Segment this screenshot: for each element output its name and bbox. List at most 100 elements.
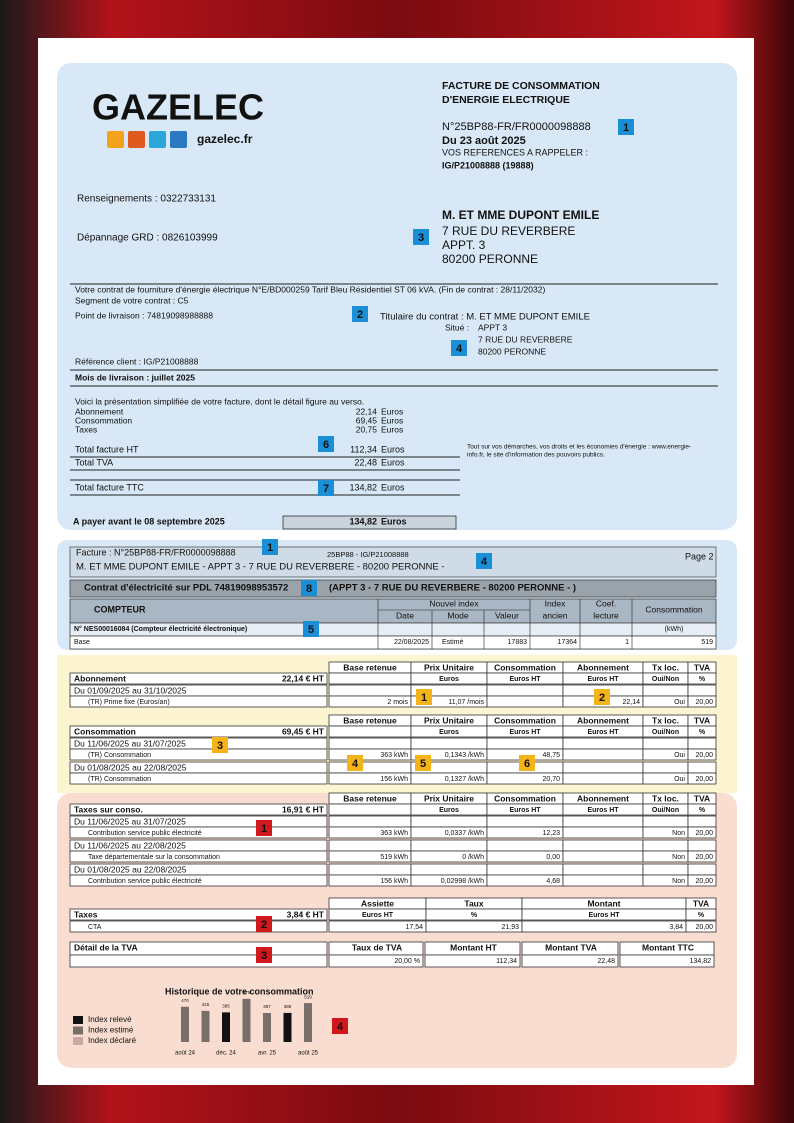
text: (kWh)	[665, 626, 684, 633]
column-header: Prix Unitaire	[424, 793, 474, 803]
badge-number: 8	[306, 583, 312, 595]
bar-label: 388	[284, 1004, 292, 1009]
column-header: Base retenue	[343, 715, 397, 725]
text: (TR) Prime fixe (Euros/an)	[88, 699, 170, 706]
text: 519	[701, 639, 713, 646]
text: Abonnement	[74, 673, 126, 683]
text: 112,34	[496, 958, 517, 965]
cell	[521, 954, 619, 968]
cell	[69, 725, 328, 738]
unit: Euros	[439, 676, 459, 683]
cell	[642, 839, 689, 852]
text: 7 RUE DU REVERBERE	[442, 224, 575, 238]
text: Du 01/08/2025 au 22/08/2025	[74, 762, 187, 772]
text: Dépannage GRD : 0826103999	[77, 233, 218, 244]
text: Contrat d'électricité sur PDL 7481909895…	[84, 583, 288, 594]
text: 21,93	[501, 924, 519, 931]
text: 20,00	[695, 699, 713, 706]
text: Page 2	[685, 551, 714, 561]
text: APPT. 3	[442, 238, 486, 252]
unit: Euros	[439, 807, 459, 814]
text: Du 11/06/2025 au 31/07/2025	[74, 816, 186, 826]
text: Tout sur vos démarches, vos droits et le…	[467, 444, 691, 451]
text: Détail de la TVA	[74, 942, 138, 952]
text: Index	[545, 598, 567, 608]
unit: %	[699, 676, 706, 683]
text: Du 01/08/2025 au 22/08/2025	[74, 864, 187, 874]
cell	[687, 850, 717, 863]
text: Situé :	[445, 322, 469, 332]
badge-number: 2	[599, 692, 605, 704]
text: %	[698, 912, 705, 919]
cell	[642, 863, 689, 876]
badge	[476, 553, 492, 569]
legend-swatch	[73, 1026, 83, 1035]
logo-icon	[107, 131, 124, 148]
text: Consommation	[75, 415, 132, 425]
column-header: Base retenue	[343, 793, 397, 803]
text: Du 23 août 2025	[442, 135, 526, 147]
text: Du 11/06/2025 au 31/07/2025	[74, 738, 186, 748]
cell	[687, 748, 717, 761]
text: 20,00	[695, 752, 713, 759]
badge	[318, 480, 334, 496]
column-header: Abonnement	[577, 793, 629, 803]
badge-number: 6	[524, 758, 530, 770]
cell	[69, 635, 717, 650]
text: Euros HT	[588, 912, 620, 919]
text: Total TVA	[75, 457, 113, 467]
text: Montant HT	[450, 942, 498, 952]
cell	[69, 920, 328, 933]
text: lecture	[593, 610, 619, 620]
badge-number: 5	[308, 624, 314, 636]
logo-icon	[149, 131, 166, 148]
text: A payer avant le 08 septembre 2025	[73, 516, 225, 526]
text: Abonnement	[75, 406, 124, 416]
text: 20,00	[695, 776, 713, 783]
text: Euros HT	[362, 912, 394, 919]
column-header: TVA	[694, 662, 710, 672]
cell	[687, 863, 717, 876]
cell	[562, 815, 644, 828]
cell	[562, 761, 644, 774]
column-header: Prix Unitaire	[424, 715, 474, 725]
text: Renseignements : 0322733131	[77, 194, 216, 205]
cell	[69, 803, 328, 816]
text: Voici la présentation simplifiée de votr…	[75, 396, 364, 406]
badge-number: 2	[357, 309, 363, 321]
text: 20,75	[356, 424, 378, 434]
badge-number: 4	[481, 556, 488, 568]
text: 363 kWh	[380, 752, 408, 759]
text: Date	[396, 610, 414, 620]
cell	[69, 772, 328, 785]
badge	[451, 340, 467, 356]
cell	[562, 874, 644, 887]
bar-label: 387	[263, 1004, 271, 1009]
column-header: TVA	[694, 793, 710, 803]
unit: Euros HT	[587, 729, 619, 736]
column-header: Prix Unitaire	[424, 662, 474, 672]
column-header: Consommation	[494, 793, 556, 803]
text: Titulaire du contrat : M. ET MME DUPONT …	[380, 312, 590, 323]
badge	[415, 755, 431, 771]
cell	[687, 695, 717, 708]
text: Taxe départementale sur la consommation	[88, 854, 220, 861]
text: (TR) Consommation	[88, 752, 151, 759]
column-header: Tx loc.	[652, 662, 679, 672]
text: M. ET MME DUPONT EMILE - APPT 3 - 7 RUE …	[76, 562, 444, 573]
bar-label: 415	[202, 1002, 210, 1007]
badge	[413, 229, 429, 245]
badge	[347, 755, 363, 771]
cell	[685, 920, 717, 933]
unit: %	[699, 807, 706, 814]
text: 22,14 € HT	[282, 673, 325, 683]
badge-number: 4	[352, 758, 359, 770]
text: 22,48	[354, 457, 377, 467]
legend-swatch	[73, 1016, 83, 1024]
text: Contribution service public électricité	[88, 830, 202, 837]
text: Taxes sur conso.	[74, 804, 143, 814]
bar	[222, 1012, 230, 1042]
text: FACTURE DE CONSOMMATION	[442, 80, 600, 92]
text: %	[471, 912, 478, 919]
legend-swatch	[73, 1037, 83, 1045]
